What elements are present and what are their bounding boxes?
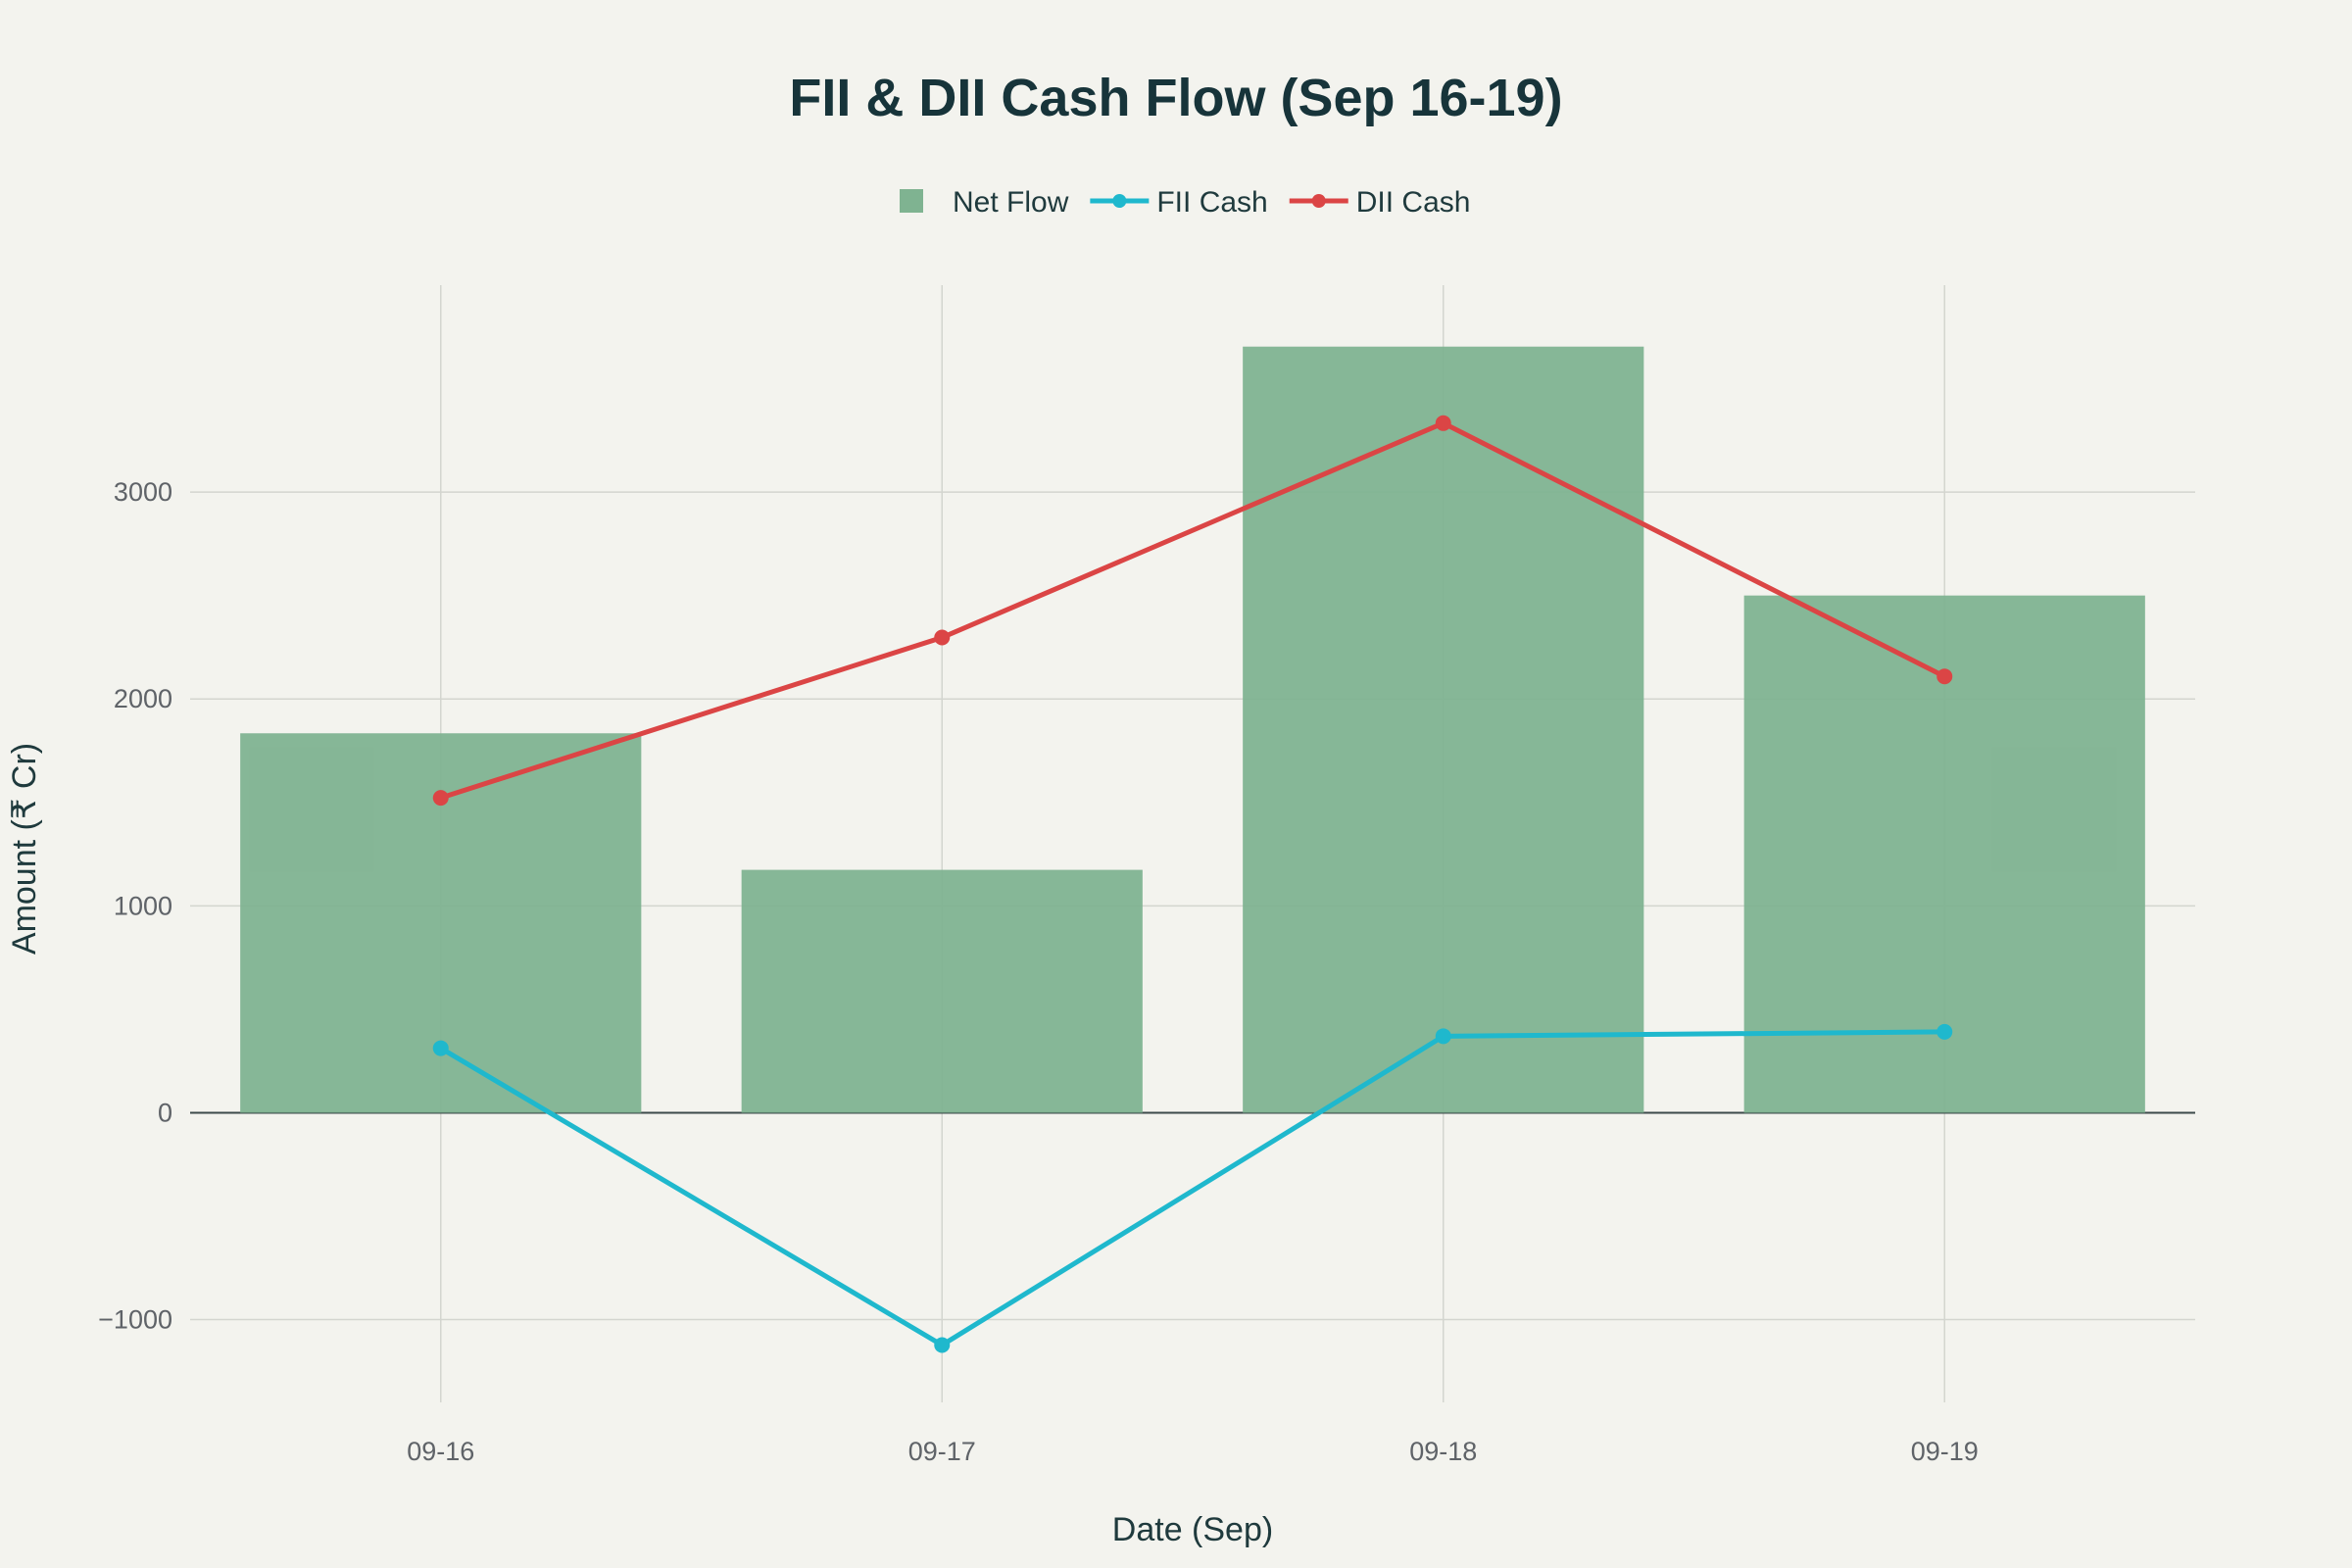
legend-item-dii-cash: DII Cash	[1289, 186, 1471, 219]
y-tick-label: 2000	[114, 684, 172, 713]
x-tick-label: 09-19	[1911, 1437, 1979, 1466]
bars	[240, 346, 2145, 1113]
line-fii-cash	[439, 1029, 1945, 1348]
y-tick-label: 3000	[114, 477, 172, 507]
point-dii-cash	[1435, 415, 1451, 431]
point-fii-cash	[432, 1040, 449, 1056]
lines	[432, 415, 1953, 1353]
legend-swatch	[900, 189, 923, 213]
point-dii-cash	[1936, 668, 1953, 685]
line-dii-cash	[439, 420, 1946, 801]
y-tick-label: 1000	[114, 891, 172, 920]
point-fii-cash	[934, 1337, 951, 1353]
bar-net-flow	[741, 869, 1143, 1113]
point-dii-cash	[432, 790, 449, 807]
point-dii-cash	[934, 629, 951, 646]
y-tick-label: 0	[158, 1098, 172, 1127]
y-axis-title: Amount (₹ Cr)	[6, 743, 43, 955]
x-tick-label: 09-17	[908, 1437, 976, 1466]
y-tick-label: −1000	[98, 1305, 172, 1335]
ticks: 09-16 09-17 09-18 09-19 −1000 0 1000 2000 3000	[98, 477, 1979, 1466]
legend-label: FII Cash	[1156, 186, 1267, 219]
legend-item-fii-cash: FII Cash	[1090, 186, 1268, 219]
legend-marker	[1311, 194, 1326, 208]
legend-label: Net Flow	[953, 186, 1069, 219]
point-fii-cash	[1435, 1028, 1451, 1045]
chart-title: FII & DII Cash Flow (Sep 16-19)	[789, 69, 1562, 127]
legend-label: DII Cash	[1356, 186, 1471, 219]
point-fii-cash	[1936, 1023, 1953, 1040]
legend: Net Flow FII Cash DII Cash	[900, 186, 1470, 219]
legend-item-net-flow: Net Flow	[900, 186, 1069, 219]
x-tick-label: 09-16	[407, 1437, 474, 1466]
x-tick-label: 09-18	[1409, 1437, 1477, 1466]
bar-net-flow	[1243, 346, 1644, 1113]
legend-marker	[1112, 194, 1127, 208]
x-axis-title: Date (Sep)	[1112, 1511, 1273, 1548]
